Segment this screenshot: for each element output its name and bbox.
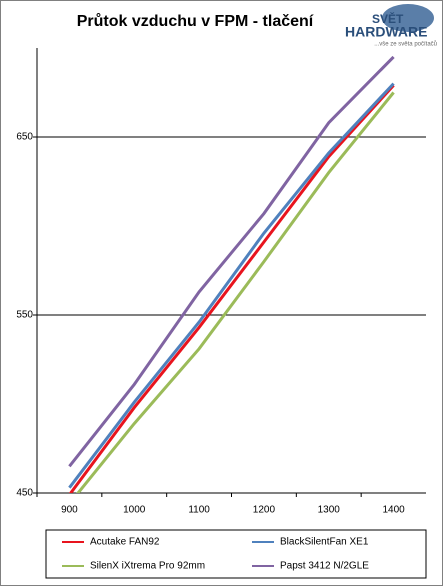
legend-label: SilenX iXtrema Pro 92mm bbox=[90, 561, 205, 572]
x-tick-label: 1200 bbox=[253, 505, 276, 516]
x-tick-label: 1300 bbox=[318, 505, 341, 516]
series-line bbox=[76, 91, 395, 493]
x-tick-label: 1000 bbox=[123, 505, 146, 516]
logo-tagline: ...vše ze světa počítačů bbox=[374, 41, 437, 48]
logo-bottom: HARDWARE bbox=[345, 24, 427, 40]
y-tick-label: 650 bbox=[16, 132, 33, 143]
logo-top: SVĚT bbox=[372, 11, 404, 26]
x-tick-label: 900 bbox=[61, 505, 78, 516]
legend-label: BlackSilentFan XE1 bbox=[280, 537, 369, 548]
x-tick-label: 1400 bbox=[382, 505, 405, 516]
legend-label: Papst 3412 N/2GLE bbox=[280, 561, 369, 572]
plot bbox=[68, 55, 395, 493]
chart-title: Průtok vzduchu v FPM - tlačení bbox=[77, 13, 314, 30]
x-tick-label: 1100 bbox=[188, 505, 210, 516]
grid: 450 550 650 900 1000 1100 1200 1300 1400 bbox=[16, 48, 426, 516]
logo-globe bbox=[382, 4, 434, 32]
series-line bbox=[68, 55, 395, 468]
y-tick-label: 450 bbox=[16, 488, 33, 499]
legend-label: Acutake FAN92 bbox=[90, 537, 160, 548]
legend-box bbox=[45, 529, 427, 579]
series-line bbox=[68, 84, 395, 493]
series-line bbox=[68, 82, 395, 489]
legend: Acutake FAN92 BlackSilentFan XE1 SilenX iX… bbox=[62, 537, 369, 572]
y-tick-label: 550 bbox=[16, 310, 33, 321]
